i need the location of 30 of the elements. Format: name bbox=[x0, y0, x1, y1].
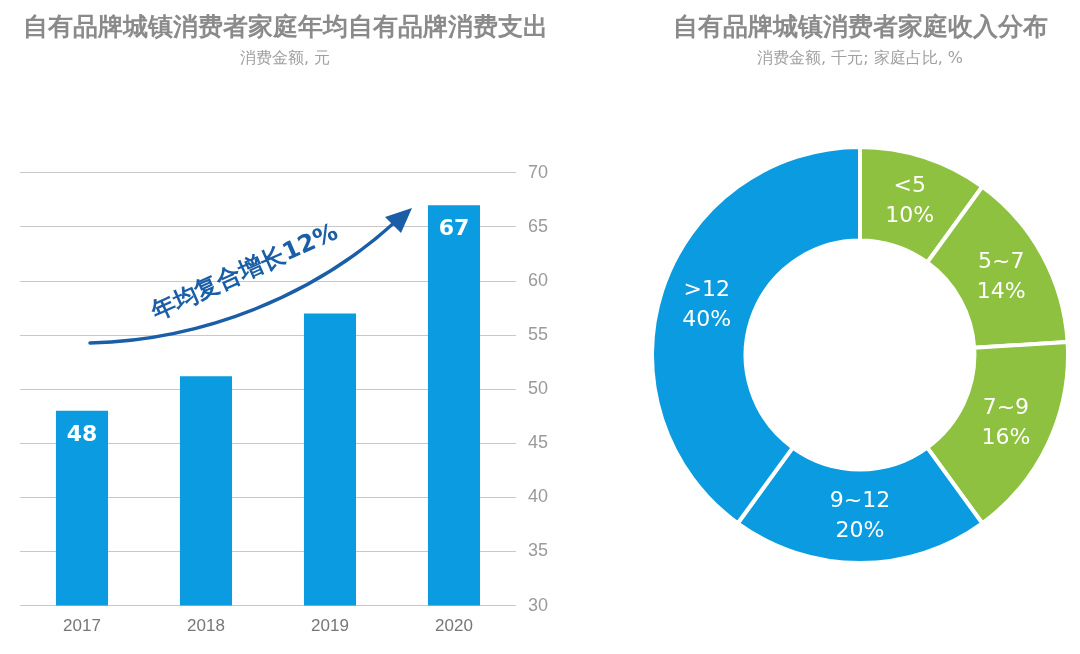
y-tick-label: 40 bbox=[527, 486, 549, 507]
data-label: 16% bbox=[981, 424, 1031, 450]
y-tick-label: 50 bbox=[527, 378, 549, 399]
chart-subtitle: 消费金额, 元 bbox=[238, 48, 332, 69]
slice-label: 7~9 bbox=[982, 394, 1030, 420]
slice-label: 9~12 bbox=[829, 486, 891, 512]
data-label: 14% bbox=[976, 278, 1026, 304]
y-tick-label: 35 bbox=[527, 540, 549, 561]
x-tick-label: 2019 bbox=[311, 616, 349, 636]
chart-subtitle: 消费金额, 千元; 家庭占比, % bbox=[756, 48, 964, 69]
y-tick-label: 30 bbox=[527, 594, 549, 615]
x-tick-label: 2017 bbox=[63, 616, 101, 636]
slice-label: >12 bbox=[683, 275, 730, 301]
data-label: 67 bbox=[438, 214, 470, 240]
y-tick-label: 70 bbox=[527, 161, 549, 182]
y-tick-label: 55 bbox=[527, 324, 549, 345]
y-tick-label: 60 bbox=[527, 269, 549, 290]
data-label: 10% bbox=[885, 202, 935, 228]
x-tick-label: 2018 bbox=[187, 616, 225, 636]
y-tick-label: 65 bbox=[527, 215, 549, 236]
x-tick-label: 2020 bbox=[435, 616, 473, 636]
chart-title: 自有品牌城镇消费者家庭年均自有品牌消费支出 bbox=[21, 11, 549, 43]
slice-label: <5 bbox=[893, 172, 927, 198]
data-label: 20% bbox=[835, 516, 885, 542]
slice-label: 5~7 bbox=[978, 248, 1025, 274]
chart-title: 自有品牌城镇消费者家庭收入分布 bbox=[671, 11, 1049, 43]
annotation: 年均复合增长12% bbox=[145, 217, 342, 326]
y-tick-label: 45 bbox=[527, 432, 549, 453]
data-label: 48 bbox=[66, 420, 98, 446]
data-label: 40% bbox=[682, 305, 732, 331]
